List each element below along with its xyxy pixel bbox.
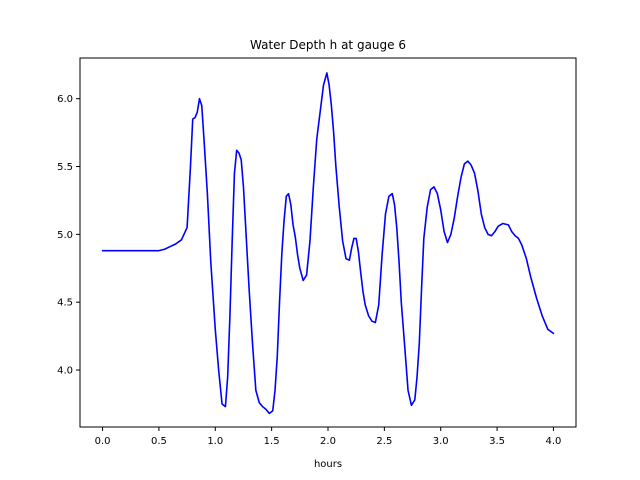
y-tick-label: 5.0 [57, 230, 73, 241]
y-axis: 4.0 4.5 5.0 5.5 6.0 [57, 94, 80, 377]
x-tick-label: 3.5 [489, 436, 505, 447]
y-tick-label: 6.0 [57, 94, 73, 105]
y-tick-label: 4.5 [57, 298, 73, 309]
x-tick-label: 0.0 [95, 436, 111, 447]
x-tick-label: 2.0 [320, 436, 336, 447]
x-tick-label: 4.0 [546, 436, 562, 447]
x-tick-label: 1.0 [207, 436, 223, 447]
x-tick-label: 0.5 [151, 436, 167, 447]
plot-area [101, 72, 555, 415]
x-axis-label: hours [314, 459, 342, 470]
x-axis: 0.0 0.5 1.0 1.5 2.0 2.5 3.0 3.5 4.0 [95, 427, 562, 447]
x-tick-label: 2.5 [376, 436, 392, 447]
y-tick-label: 5.5 [57, 162, 73, 173]
y-tick-label: 4.0 [57, 366, 73, 377]
series-line-0 [101, 72, 555, 415]
chart-title: Water Depth h at gauge 6 [250, 38, 406, 52]
x-tick-label: 3.0 [433, 436, 449, 447]
x-tick-label: 1.5 [264, 436, 280, 447]
